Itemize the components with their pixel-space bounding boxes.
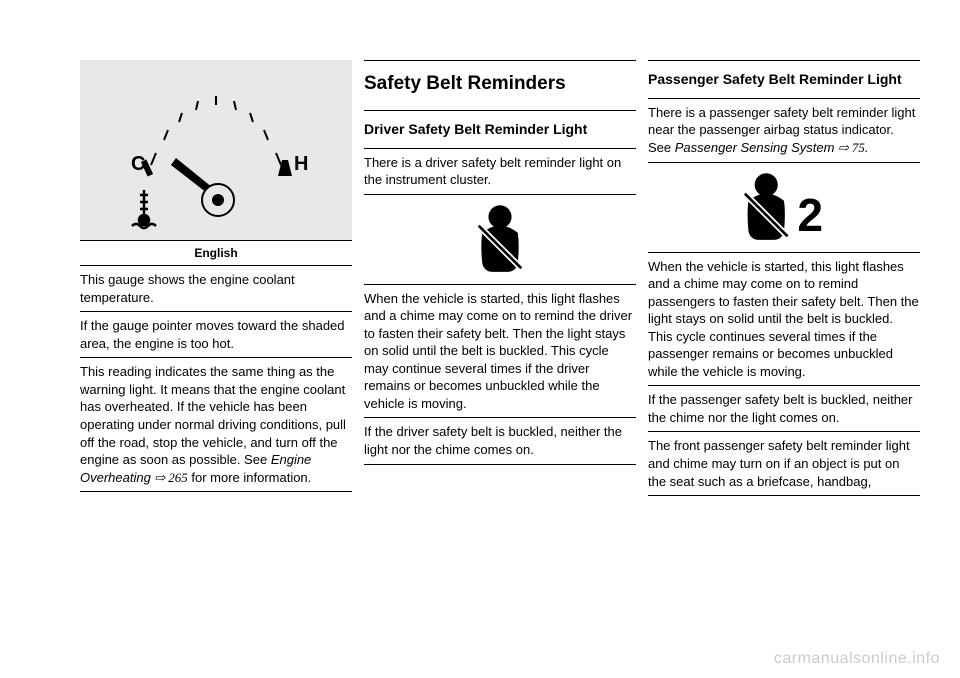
text: If the gauge pointer moves toward the sh… — [80, 317, 352, 352]
text: When the vehicle is started, this light … — [648, 258, 920, 381]
coolant-gauge-figure: C H — [80, 60, 352, 240]
seatbelt-icon — [455, 199, 545, 279]
text: This reading indicates the same thing as… — [80, 363, 352, 486]
col3-para-3: If the passenger safety belt is buckled,… — [648, 386, 920, 432]
cross-ref-page: ⇨ 265 — [151, 470, 188, 485]
seatbelt-passenger-icon: 2 — [719, 167, 849, 247]
col2-para-3: If the driver safety belt is buckled, ne… — [364, 418, 636, 464]
column-3: Passenger Safety Belt Reminder Light The… — [648, 60, 920, 496]
cross-ref: Passenger Sensing System — [675, 140, 835, 155]
gauge-caption: English — [80, 240, 352, 266]
col1-para-2: If the gauge pointer moves toward the sh… — [80, 312, 352, 358]
column-2: Safety Belt Reminders Driver Safety Belt… — [364, 60, 636, 496]
subsection-heading: Driver Safety Belt Reminder Light — [364, 116, 636, 143]
page-content: C H English — [0, 0, 960, 536]
text: The front passenger safety belt reminder… — [648, 437, 920, 490]
passenger-number: 2 — [797, 189, 823, 241]
text-post: for more information. — [188, 470, 312, 485]
svg-text:C: C — [131, 153, 145, 175]
text: There is a driver safety belt reminder l… — [364, 154, 636, 189]
col3-para-4: The front passenger safety belt reminder… — [648, 432, 920, 496]
passenger-belt-icon-block: 2 — [648, 163, 920, 253]
subsection-heading-block: Driver Safety Belt Reminder Light — [364, 111, 636, 149]
svg-text:H: H — [294, 153, 308, 175]
driver-belt-icon-block — [364, 195, 636, 285]
col1-para-1: This gauge shows the engine coolant temp… — [80, 266, 352, 312]
watermark: carmanualsonline.info — [774, 648, 940, 670]
text: When the vehicle is started, this light … — [364, 290, 636, 413]
column-1: C H English — [80, 60, 352, 496]
cross-ref-page: ⇨ 75. — [834, 140, 868, 155]
text: If the driver safety belt is buckled, ne… — [364, 423, 636, 458]
text: This gauge shows the engine coolant temp… — [80, 271, 352, 306]
text: If the passenger safety belt is buckled,… — [648, 391, 920, 426]
text: There is a passenger safety belt reminde… — [648, 104, 920, 157]
coolant-gauge-svg: C H — [96, 60, 336, 240]
col3-para-2: When the vehicle is started, this light … — [648, 253, 920, 387]
col2-para-1: There is a driver safety belt reminder l… — [364, 149, 636, 195]
subsection-heading-block: Passenger Safety Belt Reminder Light — [648, 60, 920, 99]
section-heading: Safety Belt Reminders — [364, 66, 636, 105]
section-heading-block: Safety Belt Reminders — [364, 60, 636, 111]
col3-para-1: There is a passenger safety belt reminde… — [648, 99, 920, 163]
subsection-heading: Passenger Safety Belt Reminder Light — [648, 66, 920, 93]
col1-para-3: This reading indicates the same thing as… — [80, 358, 352, 492]
col2-para-2: When the vehicle is started, this light … — [364, 285, 636, 419]
